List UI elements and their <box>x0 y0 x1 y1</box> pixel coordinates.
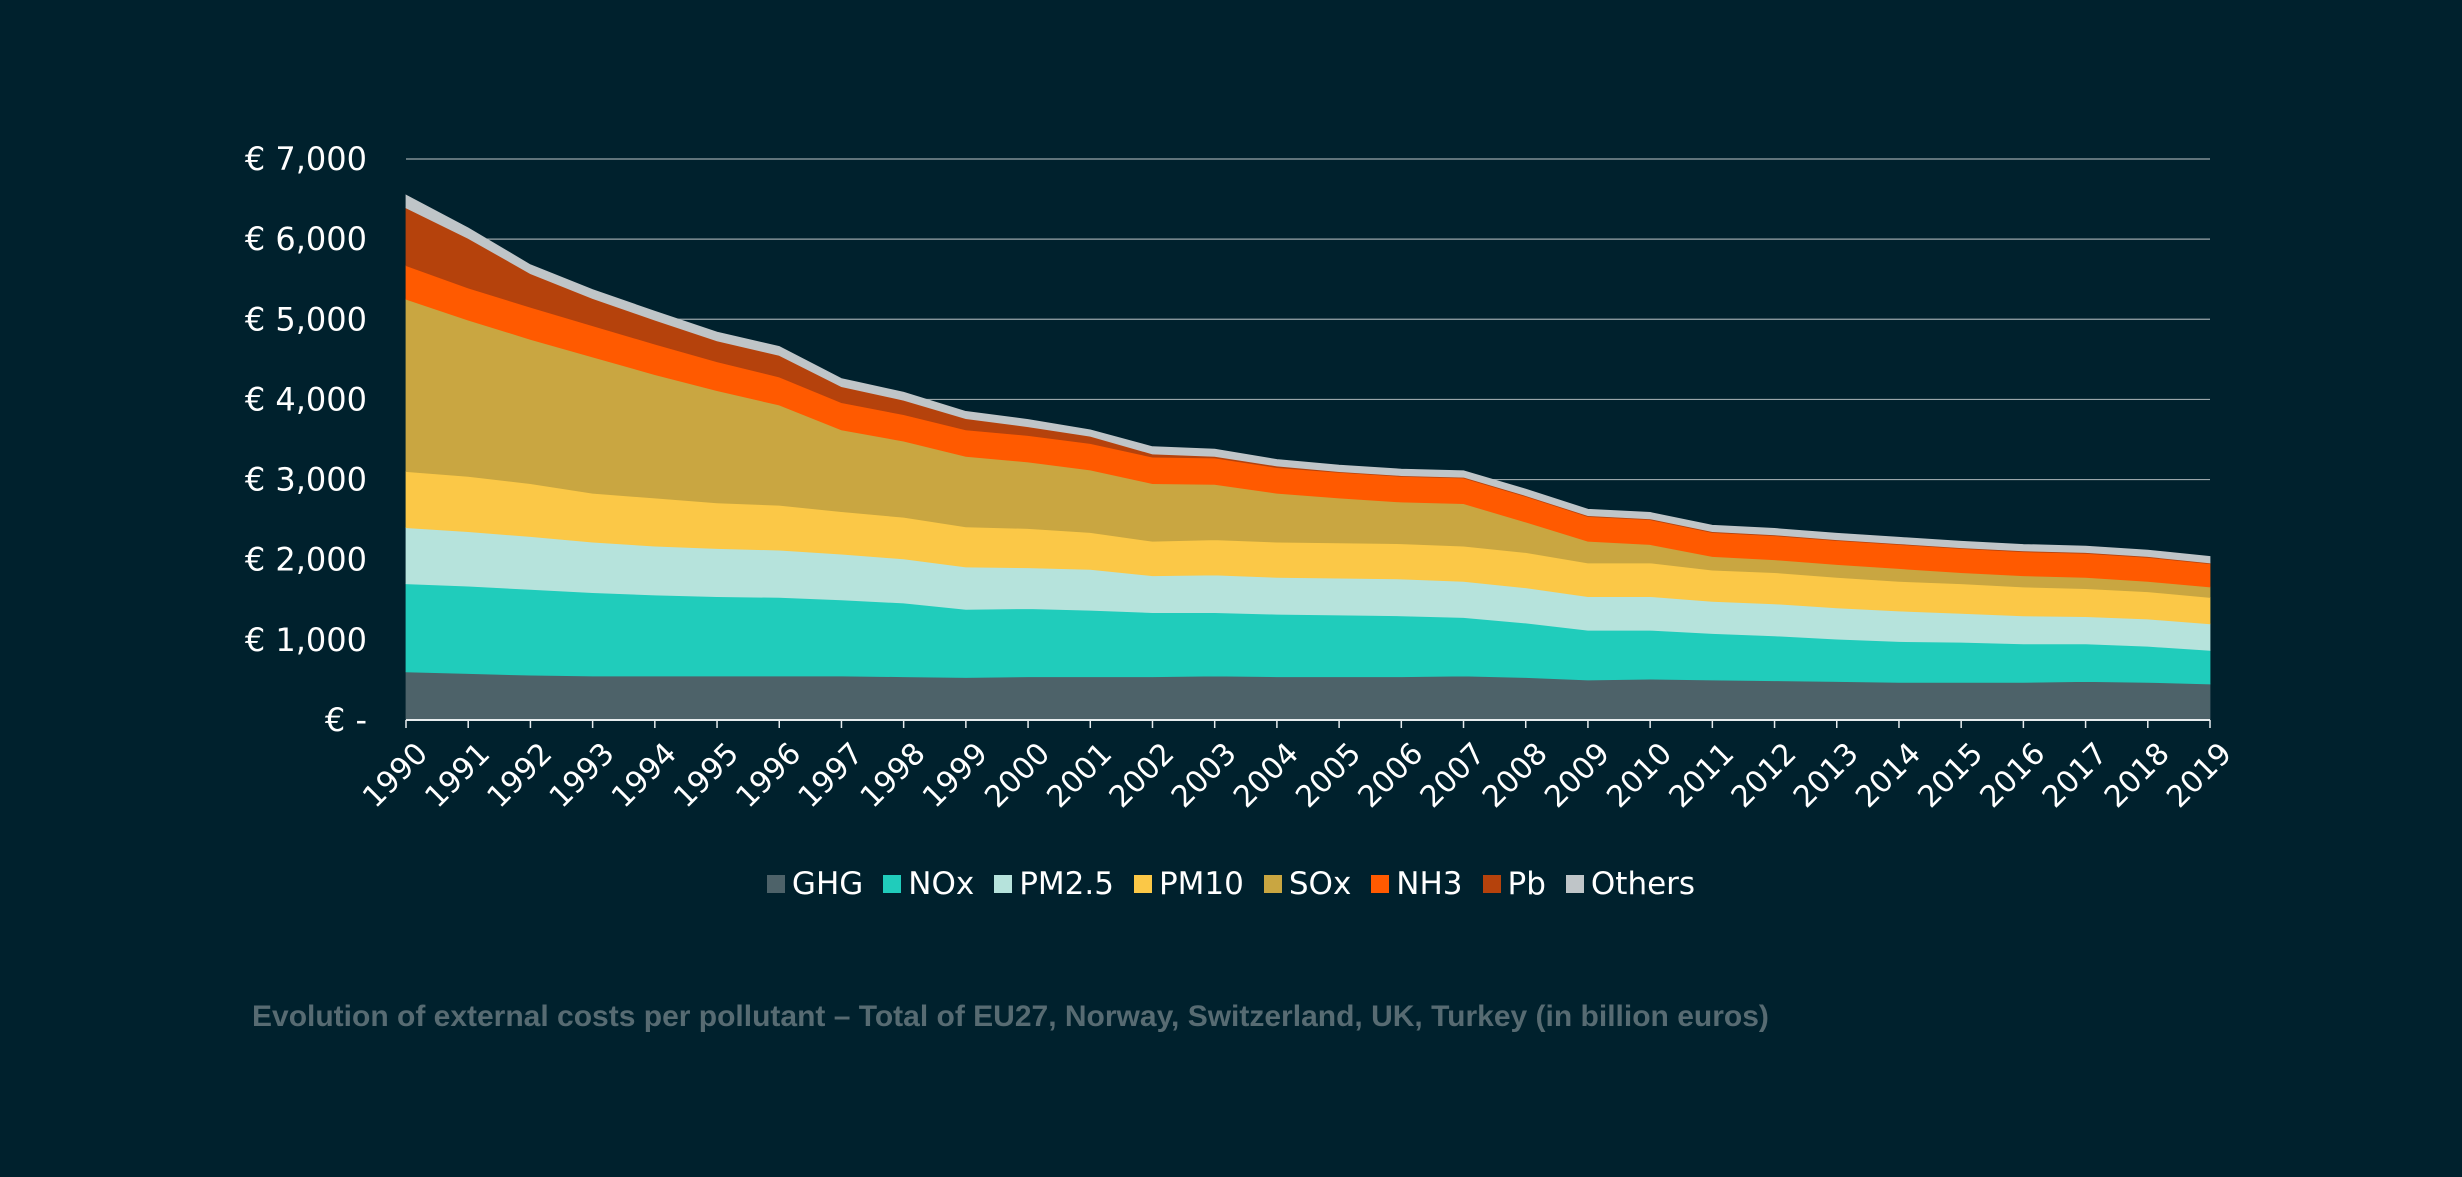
x-tick-label: 1992 <box>481 736 560 815</box>
area-series-others <box>405 194 2211 564</box>
y-tick-label: € 3,000 <box>245 461 367 499</box>
x-tick-label: 2002 <box>1103 736 1182 815</box>
x-tick-label: 2015 <box>1911 736 1990 815</box>
x-tick-label: 1990 <box>356 736 435 815</box>
x-tick-label: 2014 <box>1849 736 1928 815</box>
x-tick-label: 2007 <box>1414 736 1493 815</box>
x-tick-label: 2019 <box>2160 736 2239 815</box>
x-tick-label: 1991 <box>418 736 497 815</box>
x-tick-label: 2017 <box>2036 736 2115 815</box>
x-tick-label: 2009 <box>1538 736 1617 815</box>
legend-swatch <box>1565 875 1584 893</box>
chart-caption: Evolution of external costs per pollutan… <box>252 1000 1769 1033</box>
axes <box>405 719 2211 728</box>
legend-item: Pb <box>1482 866 1546 902</box>
legend-label: NH3 <box>1396 866 1463 902</box>
x-tick-label: 1998 <box>854 736 933 815</box>
y-tick-label: € 7,000 <box>245 140 367 178</box>
legend-label: GHG <box>791 866 864 902</box>
stacked-areas <box>405 194 2211 721</box>
y-tick-label: € 1,000 <box>245 621 367 659</box>
y-tick-label: € 4,000 <box>245 380 367 418</box>
legend-item: NH3 <box>1371 866 1463 902</box>
legend-label: Pb <box>1507 866 1546 902</box>
x-tick-label: 2005 <box>1289 736 1368 815</box>
x-tick-label: 2012 <box>1725 736 1804 815</box>
x-tick-label: 1995 <box>667 736 746 815</box>
y-tick-label: € - <box>325 701 367 739</box>
legend-label: NOx <box>908 866 975 902</box>
legend-swatch <box>1482 875 1501 893</box>
y-tick-label: € 6,000 <box>245 220 367 258</box>
legend-swatch <box>1133 875 1152 893</box>
legend-item: NOx <box>883 866 974 902</box>
y-tick-label: € 2,000 <box>245 541 367 579</box>
x-tick-label: 2011 <box>1663 736 1742 815</box>
x-tick-label: 2000 <box>978 736 1057 815</box>
legend-swatch <box>1371 875 1390 893</box>
x-tick-label: 1999 <box>916 736 995 815</box>
legend-swatch <box>994 875 1013 893</box>
x-tick-label: 2004 <box>1227 736 1306 815</box>
legend-swatch <box>883 875 902 893</box>
legend-item: Others <box>1565 866 1696 902</box>
x-tick-label: 2010 <box>1600 736 1679 815</box>
x-tick-label: 2016 <box>1974 736 2053 815</box>
x-tick-label: 2001 <box>1040 736 1119 815</box>
legend-swatch <box>766 875 785 893</box>
x-tick-label: 1994 <box>605 736 684 815</box>
x-tick-label: 1996 <box>729 736 808 815</box>
x-tick-label: 2003 <box>1165 736 1244 815</box>
x-tick-label: 2018 <box>2098 736 2177 815</box>
legend-label: PM10 <box>1158 866 1244 902</box>
x-tick-label: 2006 <box>1351 736 1430 815</box>
legend-label: SOx <box>1288 866 1352 902</box>
legend-item: GHG <box>766 866 864 902</box>
legend-label: PM2.5 <box>1019 866 1114 902</box>
legend: GHG NOx PM2.5 PM10 SOx NH3 Pb Others <box>0 862 2462 906</box>
legend-item: PM2.5 <box>994 866 1114 902</box>
x-tick-label: 1993 <box>543 736 622 815</box>
legend-swatch <box>1263 875 1282 893</box>
x-tick-label: 1997 <box>792 736 871 815</box>
x-tick-label: 2013 <box>1787 736 1866 815</box>
x-tick-label: 2008 <box>1476 736 1555 815</box>
legend-item: SOx <box>1263 866 1352 902</box>
legend-label: Others <box>1590 866 1696 902</box>
legend-item: PM10 <box>1133 866 1244 902</box>
y-tick-label: € 5,000 <box>245 300 367 338</box>
